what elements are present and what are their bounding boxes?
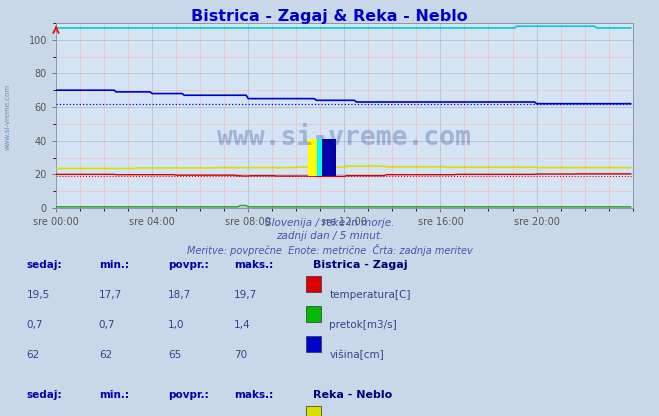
Text: 62: 62 (99, 350, 112, 360)
Text: maks.:: maks.: (234, 390, 273, 400)
Text: sedaj:: sedaj: (26, 260, 62, 270)
Text: 1,4: 1,4 (234, 320, 250, 330)
Text: 70: 70 (234, 350, 247, 360)
Text: 17,7: 17,7 (99, 290, 122, 300)
Text: min.:: min.: (99, 260, 129, 270)
Text: temperatura[C]: temperatura[C] (330, 290, 411, 300)
Bar (322, 139, 336, 176)
Bar (308, 139, 324, 176)
Text: Bistrica - Zagaj: Bistrica - Zagaj (313, 260, 408, 270)
Text: maks.:: maks.: (234, 260, 273, 270)
Text: povpr.:: povpr.: (168, 260, 209, 270)
Text: Bistrica - Zagaj & Reka - Neblo: Bistrica - Zagaj & Reka - Neblo (191, 9, 468, 24)
Text: www.si-vreme.com: www.si-vreme.com (217, 125, 471, 151)
Text: 0,7: 0,7 (99, 320, 115, 330)
Text: 62: 62 (26, 350, 40, 360)
Text: Slovenija / reke in morje.: Slovenija / reke in morje. (265, 218, 394, 228)
Text: pretok[m3/s]: pretok[m3/s] (330, 320, 397, 330)
Text: 19,7: 19,7 (234, 290, 257, 300)
Text: Meritve: povprečne  Enote: metrične  Črta: zadnja meritev: Meritve: povprečne Enote: metrične Črta:… (186, 244, 473, 256)
Text: 18,7: 18,7 (168, 290, 191, 300)
Text: višina[cm]: višina[cm] (330, 350, 384, 360)
Text: min.:: min.: (99, 390, 129, 400)
Text: zadnji dan / 5 minut.: zadnji dan / 5 minut. (276, 231, 383, 241)
Text: 65: 65 (168, 350, 181, 360)
Text: 0,7: 0,7 (26, 320, 43, 330)
Text: povpr.:: povpr.: (168, 390, 209, 400)
Text: sedaj:: sedaj: (26, 390, 62, 400)
Text: 1,0: 1,0 (168, 320, 185, 330)
Text: www.si-vreme.com: www.si-vreme.com (5, 84, 11, 149)
Text: 19,5: 19,5 (26, 290, 49, 300)
Bar (317, 139, 326, 176)
Text: Reka - Neblo: Reka - Neblo (313, 390, 392, 400)
